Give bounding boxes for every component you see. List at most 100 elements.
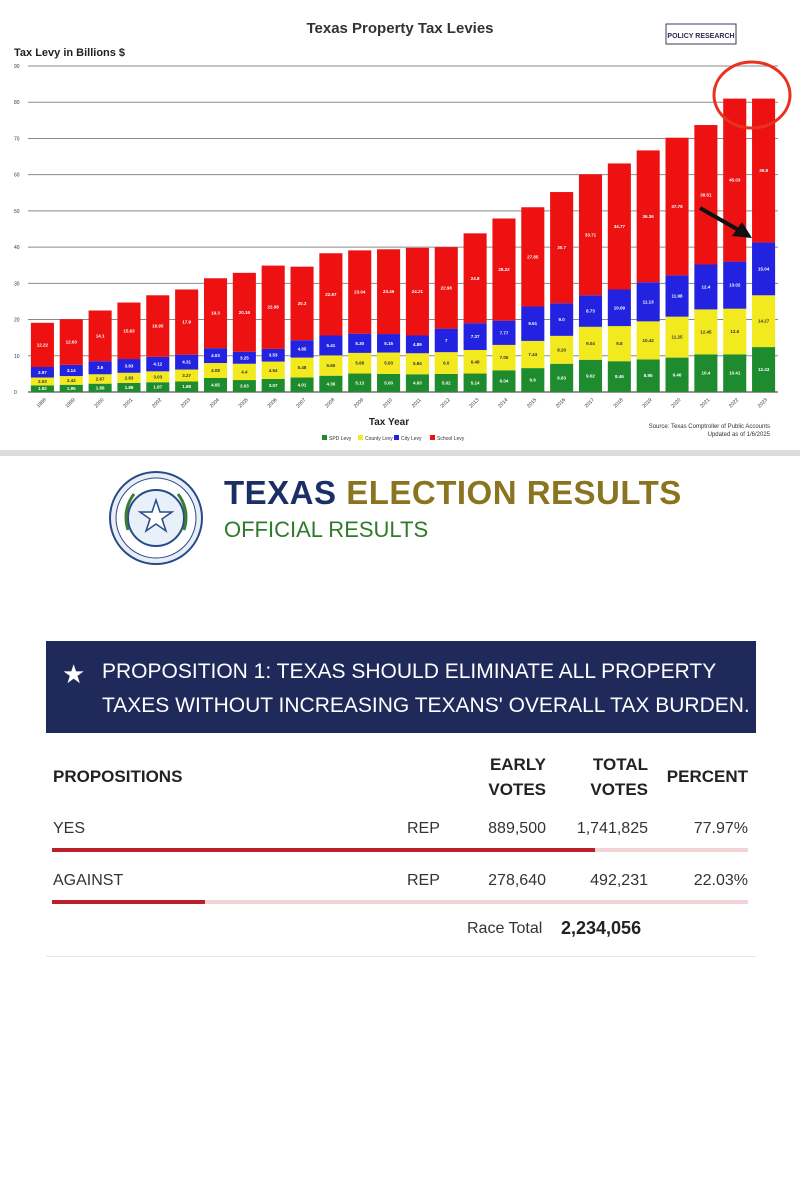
bar-segment (752, 295, 776, 348)
data-label: 38.51 (700, 192, 712, 197)
x-tick-label: 2015 (526, 397, 538, 409)
data-label: 3.53 (269, 353, 278, 358)
legend-swatch (322, 435, 327, 440)
bar-segment (290, 266, 314, 341)
data-label: 19.3 (211, 311, 220, 316)
data-label: 8.46 (615, 374, 624, 379)
bar-segment (290, 340, 314, 358)
y-tick-label: 40 (14, 245, 20, 251)
chart-bars: 1.82 2.03 2.97 12.22 1.95 2.43 3.14 12.63 1.88 2.… (30, 98, 776, 392)
bar-segment (146, 295, 170, 357)
data-label: 4.03 (211, 353, 220, 358)
bar-segment (492, 370, 516, 392)
bar-segment (377, 249, 401, 335)
bar-segment (550, 335, 574, 364)
percent-value: 22.03% (693, 872, 748, 889)
total-votes: 1,741,825 (576, 820, 648, 837)
x-tick-label: 2010 (382, 397, 394, 409)
x-tick-label: 2011 (411, 397, 423, 409)
data-label: 10.09 (614, 305, 626, 310)
data-label: 5.84 (413, 361, 422, 366)
bar-segment (146, 382, 170, 392)
legend-label: School Levy (437, 436, 465, 442)
data-label: 6.6 (530, 378, 537, 383)
data-label: 22.98 (441, 285, 453, 290)
data-label: 6.04 (500, 379, 509, 384)
bar-segment (665, 275, 689, 317)
data-label: 7 (445, 338, 448, 343)
bar-segment (550, 192, 574, 304)
bar-segment (348, 352, 372, 374)
x-tick-label: 2008 (324, 397, 336, 409)
data-label: 22.67 (325, 292, 337, 297)
bar-segment (694, 264, 718, 310)
data-label: 33.71 (585, 232, 597, 237)
bar-segment (261, 348, 285, 362)
bar-segment (232, 272, 256, 352)
bar-segment (665, 316, 689, 358)
title-election-results: ELECTION RESULTS (346, 474, 682, 511)
bar-segment (175, 369, 199, 382)
bar-segment (405, 374, 429, 392)
secretary-of-state-seal-icon (109, 471, 203, 565)
bar-segment (521, 306, 545, 341)
x-tick-label: 2007 (295, 397, 307, 409)
bar-segment (492, 320, 516, 345)
header-total-votes-line-2: VOTES (590, 780, 648, 799)
bar-segment (290, 357, 314, 378)
proposition-title-line-2: TAXES WITHOUT INCREASING TEXANS' OVERALL… (102, 694, 750, 717)
data-label: 4.05 (211, 382, 220, 387)
x-tick-label: 2009 (353, 397, 365, 409)
bar-segment (723, 354, 747, 392)
data-label: 4.89 (413, 342, 422, 347)
legend-swatch (358, 435, 363, 440)
data-label: 4.54 (269, 368, 278, 373)
data-label: 5.68 (355, 361, 364, 366)
bar-segment (88, 310, 112, 362)
x-tick-label: 2014 (497, 397, 509, 409)
data-label: 5.14 (471, 380, 480, 385)
data-label: 7.37 (471, 334, 480, 339)
data-label: 3.83 (125, 363, 134, 368)
data-label: 2.67 (96, 376, 105, 381)
data-label: 16.95 (152, 324, 164, 329)
data-label: 10.4 (702, 371, 711, 376)
legend-swatch (394, 435, 399, 440)
data-label: 11.25 (672, 335, 684, 340)
data-label: 5.30 (355, 341, 364, 346)
data-label: 20.3 (298, 301, 307, 306)
total-votes: 492,231 (590, 872, 648, 889)
legend-label: County Levy (365, 436, 393, 442)
bar-segment (232, 351, 256, 364)
bar-segment (492, 344, 516, 371)
race-total-value: 2,234,056 (561, 918, 642, 938)
data-label: 12.4 (702, 284, 711, 289)
x-tick-label: 1998 (36, 397, 48, 409)
bar-segment (377, 352, 401, 374)
bar-segment (607, 163, 631, 290)
x-tick-label: 2001 (122, 397, 134, 409)
bar-segment (636, 282, 660, 322)
source-line-1: Source: Texas Comptroller of Public Acco… (649, 424, 770, 430)
y-tick-label: 90 (14, 64, 20, 70)
bar-segment (319, 375, 343, 392)
data-label: 12.45 (700, 329, 712, 334)
bar-segment (175, 381, 199, 392)
data-label: 4.36 (327, 381, 336, 386)
legend-label: City Levy (401, 436, 422, 442)
data-label: 23.46 (383, 289, 395, 294)
data-label: 9.04 (586, 341, 595, 346)
bar-segment (694, 309, 718, 355)
policy-research-badge: POLICY RESEARCH (665, 23, 737, 45)
data-label: 28.22 (498, 267, 510, 272)
data-label: 12.22 (37, 342, 49, 347)
data-label: 9.02 (586, 373, 595, 378)
proposition-banner: ★ PROPOSITION 1: TEXAS SHOULD ELIMINATE … (46, 641, 756, 733)
bar-segment (578, 326, 603, 360)
data-label: 45.03 (729, 178, 741, 183)
vote-share-fill (52, 900, 206, 904)
legend-swatch (430, 435, 435, 440)
data-label: 6.48 (471, 359, 480, 364)
bar-segment (752, 98, 776, 243)
bar-segment (30, 322, 54, 368)
